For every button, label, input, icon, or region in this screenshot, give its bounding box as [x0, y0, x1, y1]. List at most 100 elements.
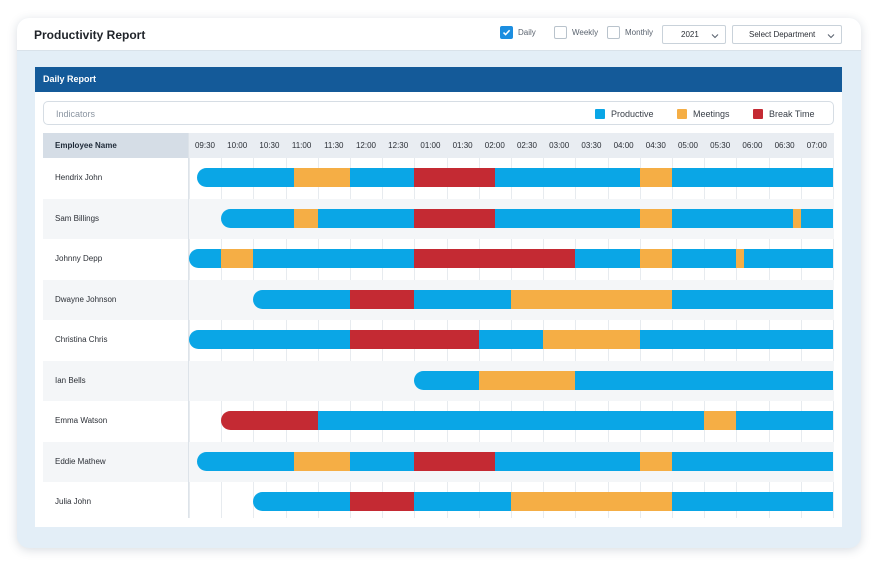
segment-productive[interactable] — [575, 370, 833, 390]
segment-meetings[interactable] — [221, 249, 254, 268]
segment-meetings[interactable] — [792, 208, 801, 228]
employee-name: Sam Billings — [55, 213, 100, 223]
segment-productive[interactable] — [494, 208, 640, 228]
time-tick-label: 05:30 — [710, 141, 731, 150]
segment-meetings[interactable] — [511, 289, 672, 309]
time-tick-label: 01:30 — [452, 141, 473, 150]
segment-break[interactable] — [350, 289, 415, 309]
time-tick-label: 06:30 — [774, 141, 795, 150]
weekly-checkbox[interactable]: Weekly — [554, 26, 598, 39]
segment-productive[interactable] — [197, 168, 294, 187]
segment-meetings[interactable] — [639, 249, 672, 268]
segment-productive[interactable] — [672, 168, 833, 187]
segment-break[interactable] — [414, 208, 495, 228]
table-row[interactable]: Johnny Depp — [43, 239, 834, 279]
checkbox-unchecked-icon — [607, 26, 620, 39]
segment-break[interactable] — [414, 168, 495, 187]
name-header-cell — [43, 133, 189, 158]
weekly-label: Weekly — [572, 28, 599, 37]
segment-meetings[interactable] — [511, 492, 672, 511]
timeline-track — [189, 361, 834, 401]
segment-meetings[interactable] — [639, 208, 672, 228]
timeline-track — [189, 482, 834, 518]
indicators-bar: Indicators Productive Meetings Break Tim… — [43, 101, 834, 125]
employee-name: Ian Bells — [55, 375, 86, 385]
segment-productive[interactable] — [478, 330, 544, 349]
table-row[interactable]: Emma Watson — [43, 401, 834, 441]
segment-break[interactable] — [414, 451, 495, 471]
segment-meetings[interactable] — [704, 411, 737, 430]
segment-meetings[interactable] — [293, 168, 350, 187]
monthly-checkbox[interactable]: Monthly — [607, 26, 653, 39]
year-select[interactable]: 2021 — [662, 25, 726, 44]
legend-swatch — [753, 109, 763, 119]
segment-productive[interactable] — [639, 330, 833, 349]
segment-productive[interactable] — [317, 411, 705, 430]
segment-productive[interactable] — [414, 370, 479, 390]
timeline-track — [189, 401, 834, 441]
time-tick-label: 11:30 — [324, 141, 344, 150]
segment-break[interactable] — [350, 492, 415, 511]
time-tick-label: 03:00 — [549, 141, 570, 150]
legend-label: Break Time — [769, 109, 815, 119]
segment-break[interactable] — [221, 411, 318, 430]
table-row[interactable]: Dwayne Johnson — [43, 279, 834, 320]
time-tick-label: 05:00 — [677, 141, 699, 150]
segment-meetings[interactable] — [736, 249, 745, 268]
segment-productive[interactable] — [414, 492, 511, 511]
indicators-label: Indicators — [56, 109, 96, 119]
table-row[interactable]: Christina Chris — [43, 320, 834, 360]
time-tick-label: 11:00 — [291, 141, 312, 150]
segment-productive[interactable] — [575, 249, 640, 268]
segment-break[interactable] — [350, 330, 479, 349]
segment-productive[interactable] — [197, 451, 294, 471]
segment-productive[interactable] — [414, 289, 511, 309]
table-row[interactable]: Julia John — [43, 482, 834, 518]
table-row[interactable]: Hendrix John — [43, 158, 834, 198]
top-bar: Productivity Report Daily Weekly Monthly… — [17, 18, 861, 51]
timeline-track — [189, 320, 834, 360]
legend-break-time: Break Time — [753, 109, 815, 119]
segment-productive[interactable] — [800, 208, 833, 228]
segment-productive[interactable] — [317, 208, 415, 228]
segment-productive[interactable] — [494, 451, 640, 471]
segment-productive[interactable] — [736, 411, 833, 430]
daily-checkbox[interactable]: Daily — [500, 26, 536, 39]
segment-productive[interactable] — [672, 249, 737, 268]
segment-productive[interactable] — [672, 492, 833, 511]
legend-swatch — [595, 109, 605, 119]
legend-meetings: Meetings — [677, 109, 730, 119]
segment-productive[interactable] — [189, 330, 350, 349]
segment-meetings[interactable] — [543, 330, 640, 349]
segment-meetings[interactable] — [639, 168, 672, 187]
segment-productive[interactable] — [350, 168, 415, 187]
table-row[interactable]: Eddie Mathew — [43, 441, 834, 482]
segment-break[interactable] — [414, 249, 576, 268]
segment-meetings[interactable] — [478, 370, 576, 390]
segment-productive[interactable] — [744, 249, 833, 268]
checkbox-unchecked-icon — [554, 26, 567, 39]
department-select[interactable]: Select Department — [732, 25, 842, 44]
table-row[interactable]: Sam Billings — [43, 198, 834, 239]
daily-label: Daily — [518, 28, 536, 37]
segment-meetings[interactable] — [639, 451, 672, 471]
segment-productive[interactable] — [672, 451, 833, 471]
segment-productive[interactable] — [253, 289, 350, 309]
time-tick-label: 06:00 — [742, 141, 763, 150]
table-row[interactable]: Ian Bells — [43, 360, 834, 401]
segment-productive[interactable] — [672, 208, 793, 228]
segment-productive[interactable] — [221, 208, 294, 228]
segment-productive[interactable] — [253, 492, 350, 511]
segment-productive[interactable] — [494, 168, 640, 187]
time-tick-label: 02:00 — [484, 141, 505, 150]
segment-productive[interactable] — [350, 451, 415, 471]
department-value: Select Department — [749, 30, 816, 39]
app-window: Productivity Report Daily Weekly Monthly… — [17, 18, 861, 548]
time-tick-label: 09:30 — [194, 141, 216, 150]
segment-meetings[interactable] — [293, 451, 350, 471]
segment-productive[interactable] — [672, 289, 833, 309]
segment-productive[interactable] — [189, 249, 222, 268]
segment-productive[interactable] — [253, 249, 415, 268]
time-tick-label: 12:30 — [388, 141, 409, 150]
segment-meetings[interactable] — [293, 208, 318, 228]
